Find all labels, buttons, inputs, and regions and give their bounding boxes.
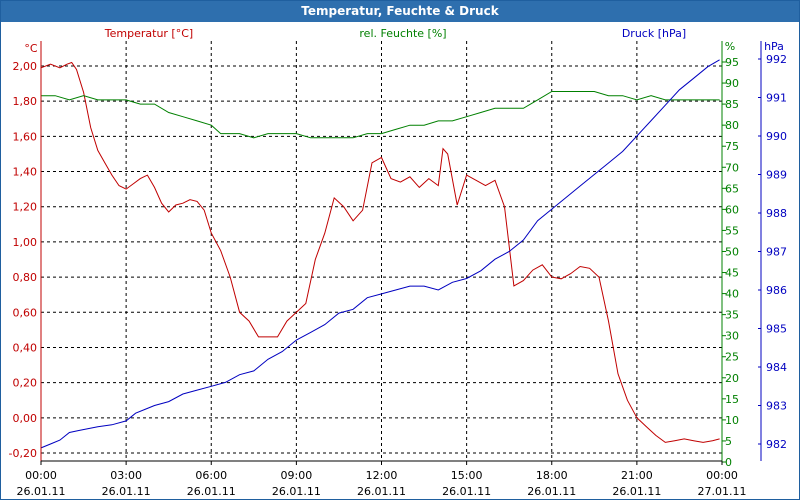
x-tick-date: 26.01.11 [272, 485, 321, 498]
temperature-tick-label: 2,00 [13, 60, 38, 73]
humidity-tick-label: 35 [725, 309, 739, 322]
x-tick-time: 03:00 [110, 469, 142, 482]
humidity-tick-label: 45 [725, 267, 739, 280]
pressure-tick-label: 990 [766, 130, 787, 143]
legend-temperature: Temperatur [°C] [104, 27, 193, 40]
humidity-tick-label: 50 [725, 245, 739, 258]
humidity-tick-label: 90 [725, 77, 739, 90]
x-tick-time: 12:00 [366, 469, 398, 482]
pressure-tick-label: 989 [766, 169, 787, 182]
humidity-tick-label: 40 [725, 288, 739, 301]
humidity-tick-label: 10 [725, 414, 739, 427]
x-tick-time: 09:00 [281, 469, 313, 482]
window-title: Temperatur, Feuchte & Druck [1, 1, 799, 22]
temperature-tick-label: 1,20 [13, 201, 38, 214]
x-tick-date: 26.01.11 [187, 485, 236, 498]
x-tick-date: 26.01.11 [102, 485, 151, 498]
grid-lines [41, 41, 722, 461]
temperature-tick-label: 1,80 [13, 95, 38, 108]
humidity-tick-label: 85 [725, 98, 739, 111]
humidity-unit-label: % [725, 40, 735, 53]
pressure-tick-label: 992 [766, 53, 787, 66]
temperature-unit-label: °C [24, 42, 38, 55]
x-tick-date: 27.01.11 [698, 485, 747, 498]
humidity-tick-label: 65 [725, 182, 739, 195]
humidity-tick-label: 70 [725, 161, 739, 174]
x-tick-date: 26.01.11 [17, 485, 66, 498]
legend-pressure: Druck [hPa] [622, 27, 686, 40]
temperature-tick-label: 1,40 [13, 166, 38, 179]
pressure-series-line [40, 59, 720, 449]
humidity-tick-label: 80 [725, 119, 739, 132]
humidity-tick-label: 15 [725, 393, 739, 406]
pressure-tick-label: 991 [766, 92, 787, 105]
legend-humidity: rel. Feuchte [%] [359, 27, 446, 40]
temperature-tick-label: 0,20 [13, 377, 38, 390]
pressure-tick-label: 984 [766, 361, 787, 374]
x-tick-date: 26.01.11 [442, 485, 491, 498]
humidity-tick-label: 5 [725, 435, 732, 448]
pressure-tick-label: 983 [766, 400, 787, 413]
humidity-tick-label: 0 [725, 456, 732, 469]
humidity-tick-label: 30 [725, 330, 739, 343]
humidity-tick-label: 75 [725, 140, 739, 153]
pressure-tick-label: 987 [766, 246, 787, 259]
humidity-series-line [41, 91, 720, 139]
x-tick-time: 00:00 [706, 469, 738, 482]
pressure-unit-label: hPa [764, 40, 784, 53]
pressure-tick-label: 985 [766, 323, 787, 336]
humidity-tick-label: 95 [725, 56, 739, 69]
temperature-tick-label: 0,80 [13, 271, 38, 284]
humidity-tick-label: 55 [725, 224, 739, 237]
x-tick-time: 06:00 [195, 469, 227, 482]
temperature-tick-label: 0,60 [13, 306, 38, 319]
temperature-tick-label: 0,40 [13, 341, 38, 354]
temperature-tick-label: 1,60 [13, 130, 38, 143]
temperature-tick-label: -0,20 [9, 447, 37, 460]
x-tick-time: 15:00 [451, 469, 483, 482]
x-tick-time: 00:00 [25, 469, 57, 482]
x-tick-date: 26.01.11 [612, 485, 661, 498]
temperature-tick-label: 0,00 [13, 412, 38, 425]
pressure-tick-label: 988 [766, 207, 787, 220]
x-tick-time: 18:00 [536, 469, 568, 482]
temperature-series-line [40, 61, 720, 443]
humidity-tick-label: 60 [725, 203, 739, 216]
humidity-tick-label: 20 [725, 372, 739, 385]
pressure-tick-label: 982 [766, 438, 787, 451]
series-lines [40, 59, 720, 449]
temperature-tick-label: 1,00 [13, 236, 38, 249]
axes: 00:00 26.01.11 03:00 26.01.11 06:00 26.01.11 0… [9, 41, 787, 498]
pressure-tick-label: 986 [766, 284, 787, 297]
x-tick-date: 26.01.11 [527, 485, 576, 498]
x-tick-time: 21:00 [621, 469, 653, 482]
x-tick-date: 26.01.11 [357, 485, 406, 498]
humidity-tick-label: 25 [725, 351, 739, 364]
